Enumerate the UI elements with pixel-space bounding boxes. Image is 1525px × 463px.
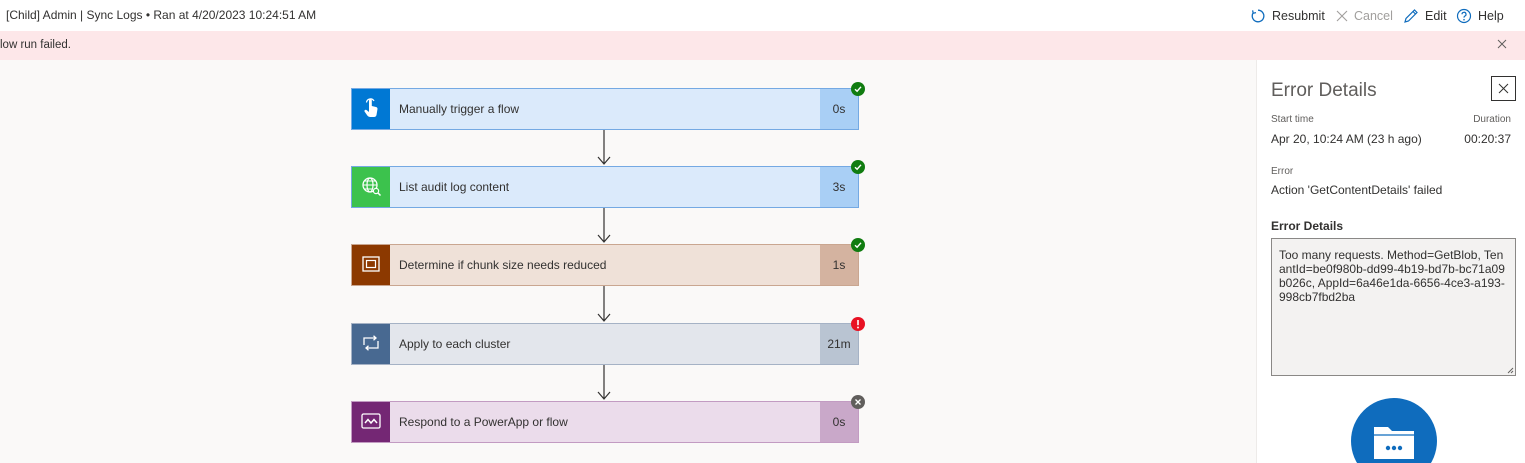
panel-title: Error Details [1271,80,1377,101]
step-label: Respond to a PowerApp or flow [390,402,820,442]
error-details-textbox[interactable]: Too many requests. Method=GetBlob, Tenan… [1271,238,1516,376]
close-icon [1498,83,1509,94]
edit-label: Edit [1425,8,1447,23]
folder-more-icon [1351,398,1437,463]
cancel-label: Cancel [1354,8,1393,23]
step-determine-chunk-size[interactable]: Determine if chunk size needs reduced 1s [351,238,865,286]
step-label: List audit log content [390,167,820,207]
step-label: Apply to each cluster [390,324,820,364]
start-time-label: Start time [1271,114,1314,125]
error-details-heading: Error Details [1271,219,1344,233]
connector-arrow-icon [597,365,611,400]
powerapps-icon [361,412,381,432]
step-label: Manually trigger a flow [390,89,820,129]
success-check-icon [851,82,865,96]
step-duration: 0s [820,89,858,129]
touch-hand-icon [361,97,381,122]
error-exclamation-icon [851,317,865,331]
error-value: Action 'GetContentDetails' failed [1271,183,1443,197]
step-duration: 21m [820,324,858,364]
step-label: Determine if chunk size needs reduced [390,245,820,285]
help-icon [1456,8,1472,24]
resubmit-icon [1250,8,1266,24]
loop-icon [361,334,381,354]
cancelled-x-icon [851,395,865,409]
help-label: Help [1478,8,1504,23]
success-check-icon [851,160,865,174]
panel-close-button[interactable] [1491,76,1516,101]
cancel-icon [1336,10,1348,22]
duration-value: 00:20:37 [1464,132,1511,146]
step-tile [352,167,390,207]
pencil-icon [1403,8,1419,24]
step-duration: 3s [820,167,858,207]
error-details-panel: Error Details Start time Duration Apr 20… [1256,60,1525,463]
success-check-icon [851,238,865,252]
step-duration: 0s [820,402,858,442]
run-header: [Child] Admin | Sync Logs • Ran at 4/20/… [0,0,1525,31]
step-tile [352,245,390,285]
step-duration: 1s [820,245,858,285]
error-banner: low run failed. [0,31,1525,60]
help-button[interactable]: Help [1456,0,1504,31]
resize-grip-icon[interactable] [1506,366,1514,374]
step-list-audit-log-content[interactable]: List audit log content 3s [351,160,865,208]
step-respond-to-powerapp[interactable]: Respond to a PowerApp or flow 0s [351,395,865,443]
step-tile [352,89,390,129]
banner-close-icon[interactable] [1497,39,1507,49]
edit-button[interactable]: Edit [1403,0,1447,31]
compose-icon [362,255,380,275]
step-tile [352,402,390,442]
resubmit-label: Resubmit [1272,8,1325,23]
connector-arrow-icon [597,208,611,243]
error-details-text: Too many requests. Method=GetBlob, Tenan… [1279,248,1505,304]
globe-search-icon [360,175,382,200]
resubmit-button[interactable]: Resubmit [1250,0,1325,31]
cancel-button[interactable]: Cancel [1336,0,1393,31]
error-label: Error [1271,166,1294,177]
step-tile [352,324,390,364]
run-title: [Child] Admin | Sync Logs • Ran at 4/20/… [6,8,317,22]
start-time-value: Apr 20, 10:24 AM (23 h ago) [1271,132,1422,146]
banner-message: low run failed. [0,39,71,51]
step-apply-to-each-cluster[interactable]: Apply to each cluster 21m [351,317,865,365]
duration-label: Duration [1473,114,1511,125]
connector-arrow-icon [597,130,611,165]
connector-arrow-icon [597,286,611,322]
step-manually-trigger-a-flow[interactable]: Manually trigger a flow 0s [351,82,865,130]
